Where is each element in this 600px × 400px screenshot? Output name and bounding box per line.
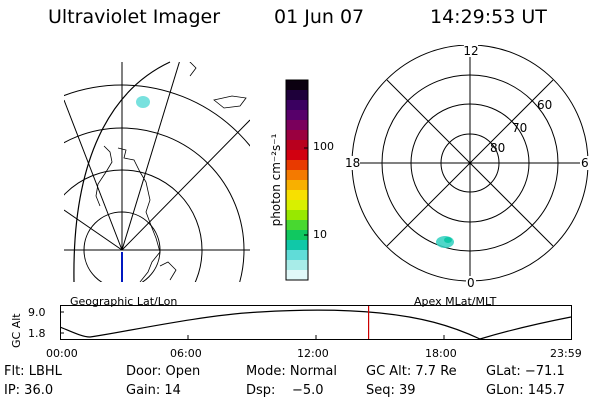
- aurora-spot: [436, 236, 454, 248]
- colorbar-swatch: [286, 200, 308, 211]
- polar-mlt-plot: 12 18 6 0 60 70 80: [342, 45, 592, 290]
- coastline: [159, 261, 177, 281]
- colorbar-swatch: [286, 140, 308, 151]
- colorbar-swatch: [286, 110, 308, 121]
- mlt-label-0: 0: [467, 276, 475, 290]
- glon-status: GLon: 145.7: [486, 383, 566, 398]
- ip-status: IP: 36.0: [4, 383, 54, 398]
- instrument-title: Ultraviolet Imager: [48, 6, 221, 28]
- gc-alt-status: GC Alt: 7.7 Re: [366, 364, 457, 379]
- timeline-xtick-1200: 12:00: [297, 347, 329, 360]
- earth-limb: [73, 61, 171, 283]
- door-status: Door: Open: [126, 364, 201, 379]
- mlt-label-18: 18: [345, 156, 360, 170]
- geo-panel-label: Geographic Lat/Lon: [70, 295, 178, 308]
- dsp-value: −5.0: [292, 383, 324, 398]
- timeline-xtick-0600: 06:00: [170, 347, 202, 360]
- meridian: [121, 119, 250, 251]
- altitude-curve: [60, 309, 572, 340]
- colorbar-tick-100: 100: [313, 140, 334, 153]
- colorbar-swatch: [286, 210, 308, 221]
- coastline: [213, 95, 247, 109]
- colorbar-swatch: [286, 130, 308, 141]
- colorbar-swatch: [286, 260, 308, 271]
- mlat-label-70: 70: [512, 121, 527, 135]
- geographic-map: [64, 61, 250, 283]
- colorbar-swatch: [286, 150, 308, 161]
- mlt-label-12: 12: [463, 45, 478, 58]
- colorbar-swatch: [286, 100, 308, 111]
- mlt-diagonal: [386, 79, 554, 247]
- lat-circle: [64, 169, 203, 282]
- meridian: [121, 62, 180, 251]
- timeline-xtick-0000: 00:00: [46, 347, 78, 360]
- colorbar-swatch: [286, 170, 308, 181]
- timeline-xtick-1800: 18:00: [425, 347, 457, 360]
- aurora-spot: [136, 96, 150, 108]
- colorbar-swatch: [286, 160, 308, 171]
- mlat-label-80: 80: [490, 141, 505, 155]
- colorbar-swatch: [286, 120, 308, 131]
- mlt-label-6: 6: [581, 156, 589, 170]
- timeline-xtick-2359: 23:59: [550, 347, 582, 360]
- mlat-label-60: 60: [537, 98, 552, 112]
- colorbar-swatch: [286, 90, 308, 101]
- coastline: [117, 147, 161, 282]
- mode-status: Mode: Normal: [246, 364, 337, 379]
- coastline: [95, 145, 113, 207]
- colorbar-swatch: [286, 230, 308, 241]
- glat-status: GLat: −71.1: [486, 364, 565, 379]
- colorbar-tick-10: 10: [313, 228, 327, 241]
- date-label: 01 Jun 07: [274, 6, 365, 28]
- timeline-ytick-min: 1.8: [28, 327, 46, 340]
- gain-status: Gain: 14: [126, 383, 181, 398]
- colorbar-swatch: [286, 80, 308, 91]
- colorbar-swatch: [286, 250, 308, 261]
- colorbar-swatch: [286, 190, 308, 201]
- altitude-timeline: [60, 305, 572, 340]
- polar-panel-label: Apex MLat/MLT: [414, 295, 497, 308]
- meridian: [64, 209, 123, 251]
- colorbar-swatch: [286, 220, 308, 231]
- colorbar-swatch: [286, 270, 308, 281]
- timeline-ylabel: GC Alt: [10, 313, 23, 348]
- colorbar: photon cm⁻²s⁻¹: [269, 79, 309, 281]
- timeline-ytick-max: 9.0: [28, 306, 46, 319]
- meridian: [64, 99, 123, 251]
- dsp-label: Dsp:: [246, 383, 276, 398]
- colorbar-swatch: [286, 180, 308, 191]
- time-label: 14:29:53 UT: [430, 6, 547, 28]
- coastline: [189, 62, 197, 77]
- colorbar-swatch: [286, 240, 308, 251]
- filter-status: Flt: LBHL: [4, 364, 62, 379]
- seq-status: Seq: 39: [366, 383, 416, 398]
- colorbar-unit-label: photon cm⁻²s⁻¹: [269, 133, 283, 226]
